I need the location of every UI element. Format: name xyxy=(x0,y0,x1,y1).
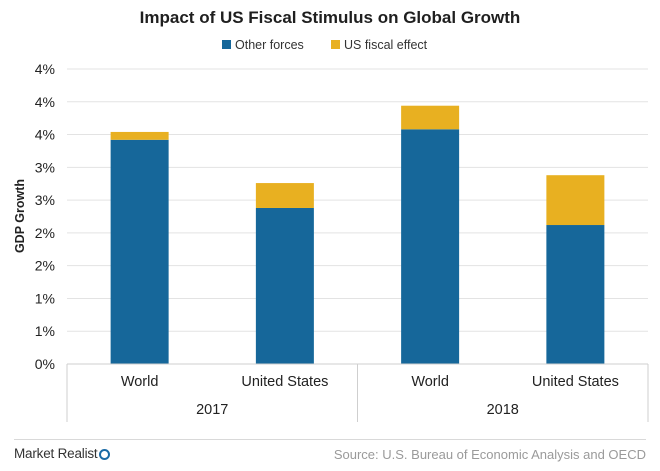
legend-swatch-other-forces xyxy=(222,40,231,49)
y-tick-label: 4% xyxy=(35,94,55,110)
legend-swatch-us-fiscal-effect xyxy=(331,40,340,49)
y-tick-label: 1% xyxy=(35,323,55,339)
legend-label-other-forces: Other forces xyxy=(235,38,304,52)
x-category-label: United States xyxy=(532,374,619,390)
legend: Other forces US fiscal effect xyxy=(222,38,428,52)
x-category-label: United States xyxy=(241,374,328,390)
x-axis: World United States World United States 2017… xyxy=(66,363,649,422)
bar-us-fiscal-effect xyxy=(110,131,169,140)
chart-title: Impact of US Fiscal Stimulus on Global G… xyxy=(140,8,521,27)
x-category-label: World xyxy=(411,374,449,390)
footer-divider xyxy=(14,439,646,440)
bar-us-fiscal-effect xyxy=(255,183,314,208)
x-category-label: World xyxy=(121,374,159,390)
bar-other-forces xyxy=(546,225,605,364)
bars xyxy=(110,105,605,364)
y-tick-label: 3% xyxy=(35,159,55,175)
y-tick-label: 3% xyxy=(35,192,55,208)
bar-other-forces xyxy=(110,139,169,364)
y-tick-label: 4% xyxy=(35,61,55,77)
bar-us-fiscal-effect xyxy=(546,175,605,226)
brand-name: Market Realist xyxy=(14,446,98,461)
y-tick-label: 2% xyxy=(35,258,55,274)
legend-label-us-fiscal-effect: US fiscal effect xyxy=(344,38,428,52)
y-tick-label: 4% xyxy=(35,127,55,143)
x-group-label: 2018 xyxy=(487,402,519,418)
bar-other-forces xyxy=(255,207,314,364)
y-tick-label: 1% xyxy=(35,290,55,306)
bar-other-forces xyxy=(401,129,460,364)
brand-logo: Market Realist xyxy=(14,446,111,461)
y-axis-label: GDP Growth xyxy=(13,179,27,253)
y-tick-label: 0% xyxy=(35,356,55,372)
y-axis-ticks: 0% 1% 1% 2% 2% 3% 3% 4% 4% 4% xyxy=(35,61,55,372)
x-group-label: 2017 xyxy=(196,402,228,418)
source-note: Source: U.S. Bureau of Economic Analysis… xyxy=(333,447,646,462)
bar-us-fiscal-effect xyxy=(401,105,460,130)
y-tick-label: 2% xyxy=(35,225,55,241)
magnifier-icon xyxy=(99,449,111,460)
